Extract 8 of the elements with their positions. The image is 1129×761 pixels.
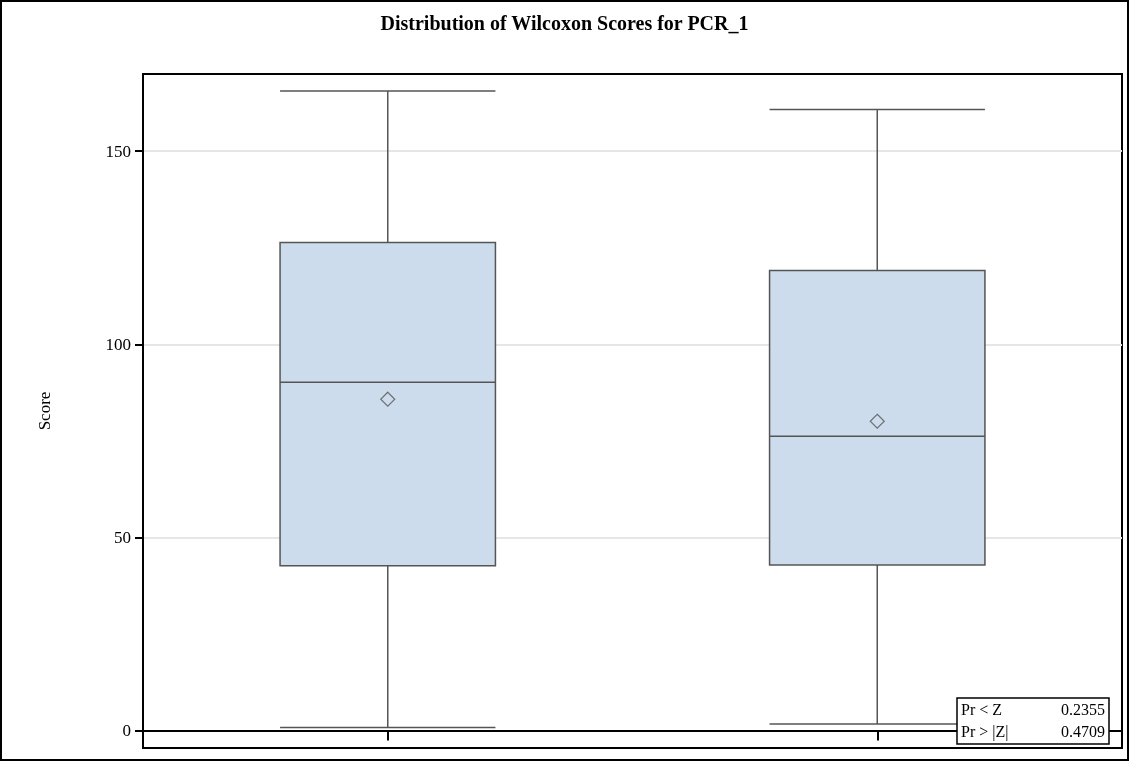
y-tick-label: 0 [122,721,131,741]
y-tick-label: 100 [105,334,131,354]
text: Pr > |Z| 0.4709 [961,722,1105,740]
y-tick-label: 50 [114,528,131,547]
y-tick-label: 150 [105,141,131,161]
y-axis-title: Score [35,391,54,431]
text: Pr < Z 0.2355 [961,700,1105,718]
chart-title: Distribution of Wilcoxon Scores for PCR_1 [380,12,749,34]
